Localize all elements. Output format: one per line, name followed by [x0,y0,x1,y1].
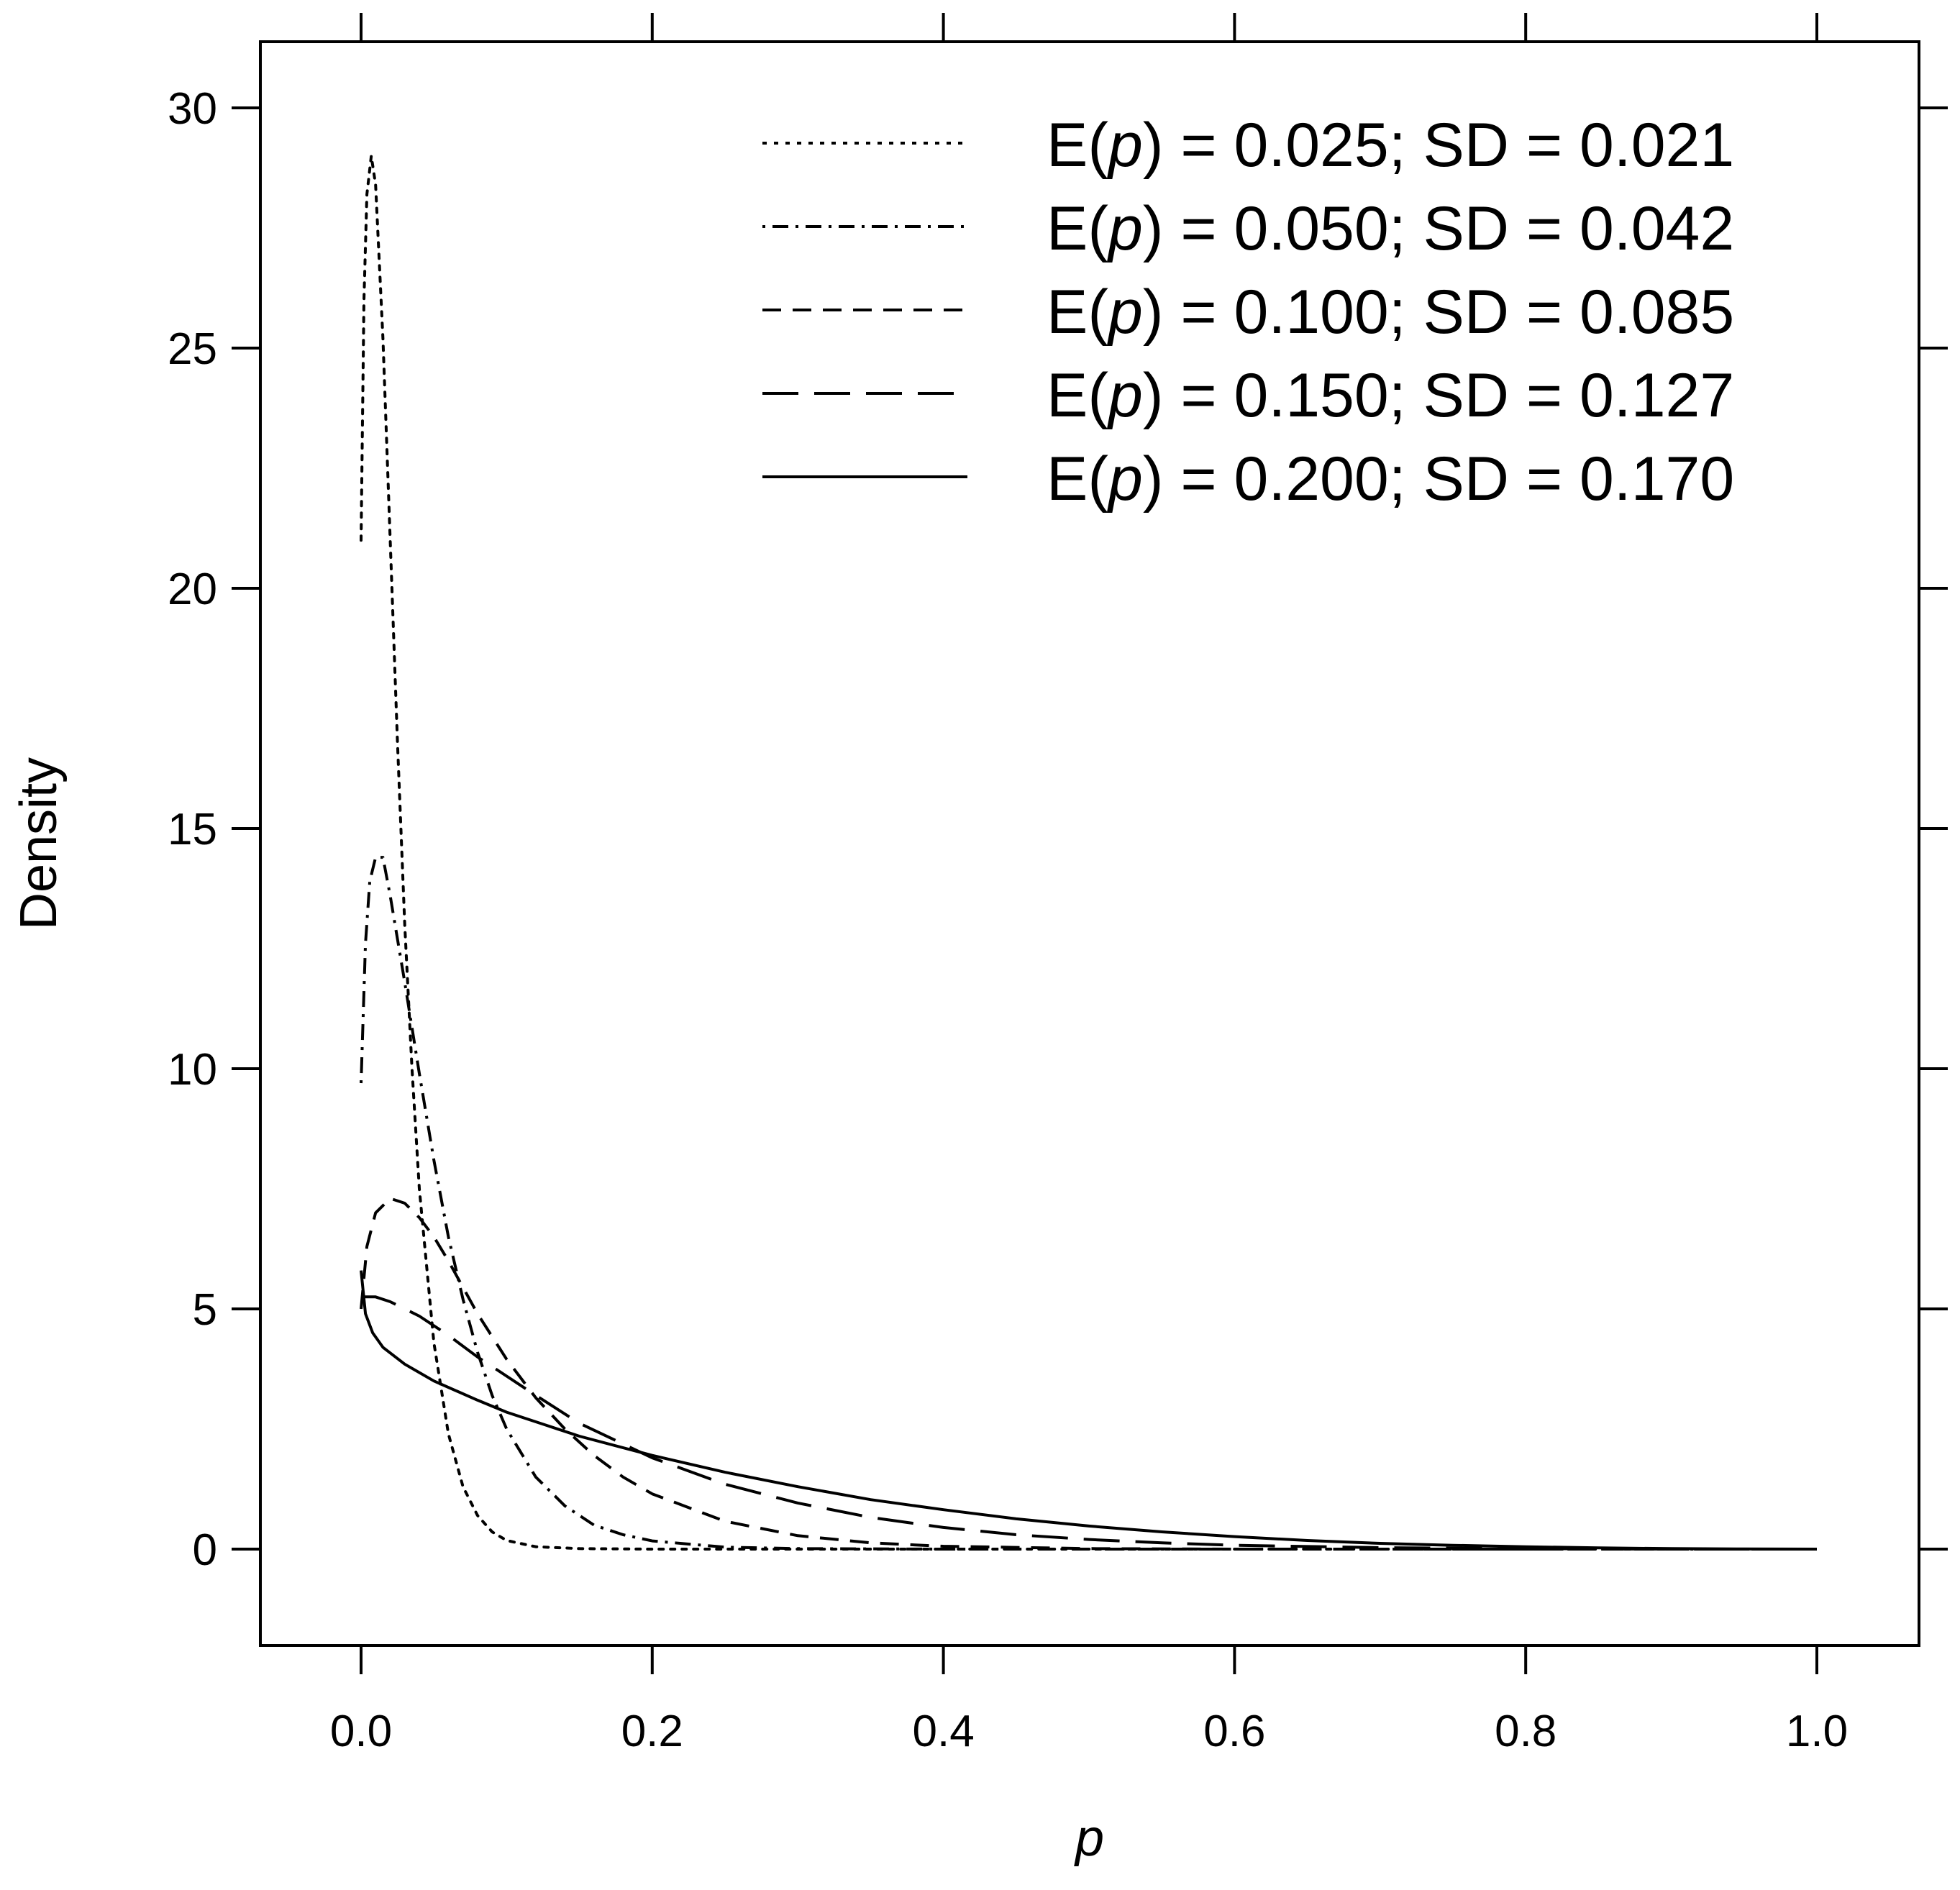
legend-label-prefix: E( [1047,361,1108,430]
axis-tick-labels: 0.0 0.2 0.4 0.6 0.8 1.0 0 5 10 15 20 25 30 [168,84,1848,1756]
y-tick-label: 0 [193,1525,217,1575]
legend-label-var: p [1106,111,1143,180]
y-tick-label: 10 [168,1045,217,1095]
series-line-3 [360,1197,1817,1551]
legend-label-3: E(p) = 0.100; SD = 0.085 [1047,278,1734,347]
legend-label-suffix: ) = 0.150; SD = 0.127 [1143,361,1734,430]
legend-label-var: p [1106,361,1143,430]
x-tick-label: 0.2 [621,1707,683,1756]
legend-label-suffix: ) = 0.050; SD = 0.042 [1143,194,1734,263]
x-tick-label: 1.0 [1786,1707,1848,1756]
x-tick-label: 0.4 [912,1707,974,1756]
y-tick-label: 30 [168,84,217,134]
series-line-5 [360,1270,1818,1551]
plot-frame [259,40,1920,1647]
series-layer [360,154,1818,1551]
x-tick-label: 0.8 [1495,1707,1556,1756]
y-tick-label: 15 [168,805,217,854]
legend-label-suffix: ) = 0.200; SD = 0.170 [1143,444,1734,513]
legend-label-var: p [1106,194,1143,263]
series-line-2 [360,856,1817,1551]
y-tick-label: 5 [193,1285,217,1335]
legend-label-suffix: ) = 0.100; SD = 0.085 [1143,278,1734,347]
y-tick-label: 25 [168,324,217,374]
x-tick-label: 0.0 [330,1707,392,1756]
series-line-4 [361,1295,1817,1551]
y-tick-label: 20 [168,565,217,614]
legend-label-prefix: E( [1047,444,1108,513]
legend-label-prefix: E( [1047,111,1108,180]
legend-label-5: E(p) = 0.200; SD = 0.170 [1047,444,1734,513]
x-axis-title: p [1074,1809,1104,1867]
axis-ticks [232,13,1948,1674]
x-tick-label: 0.6 [1203,1707,1265,1756]
legend-label-prefix: E( [1047,278,1108,347]
legend-label-var: p [1106,444,1143,513]
legend-label-1: E(p) = 0.025; SD = 0.021 [1047,111,1734,180]
legend-label-4: E(p) = 0.150; SD = 0.127 [1047,361,1734,430]
legend-label-var: p [1106,278,1143,347]
legend-label-suffix: ) = 0.025; SD = 0.021 [1143,111,1734,180]
legend-label-prefix: E( [1047,194,1108,263]
legend-label-2: E(p) = 0.050; SD = 0.042 [1047,194,1734,263]
y-axis-title: Density [10,757,68,930]
